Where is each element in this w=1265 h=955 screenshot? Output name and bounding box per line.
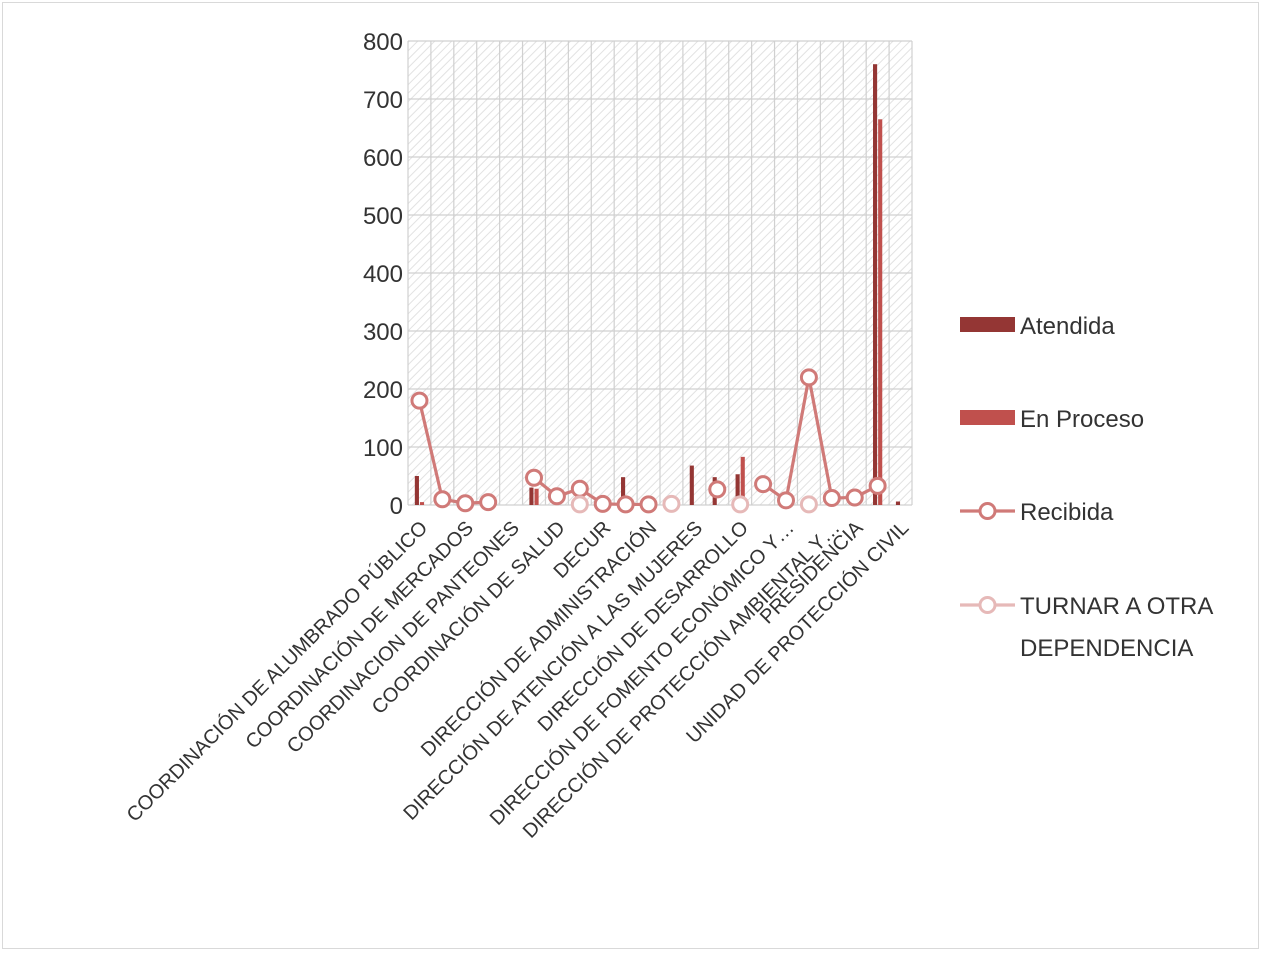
marker-recibida [777, 491, 795, 510]
legend-swatch-atendida [960, 317, 1015, 332]
marker-recibida [754, 475, 773, 494]
bar-atendida [689, 465, 694, 505]
legend-label: En Proceso [1020, 406, 1144, 433]
y-tick-label: 600 [363, 145, 403, 172]
y-tick-label: 300 [363, 319, 403, 346]
bar-en-proceso [878, 119, 883, 506]
bar-en-proceso [740, 456, 745, 505]
y-tick-label: 400 [363, 261, 403, 288]
legend-swatch-en-proceso [960, 410, 1015, 425]
marker-recibida [639, 495, 658, 514]
legend-marker-swatch [978, 596, 997, 614]
line-series [410, 368, 887, 514]
legend-label: TURNAR A OTRA [1020, 593, 1213, 620]
marker-recibida [616, 495, 635, 514]
gridlines [407, 40, 913, 506]
bar-atendida [621, 477, 626, 505]
marker-recibida [410, 391, 429, 410]
bar-atendida [895, 501, 901, 505]
x-axis-category-labels: COORDINACIÓN DE ALUMBRADO PÚBLICOCOORDIN… [122, 516, 913, 842]
marker-recibida [433, 490, 452, 509]
marker-recibida [456, 494, 475, 513]
bar-atendida [414, 476, 419, 505]
marker-recibida [570, 479, 589, 498]
legend-label: Recibida [1020, 499, 1114, 526]
y-axis-tick-labels: 0 100 200 300 400 500 600 700 800 [363, 29, 403, 520]
marker-recibida [593, 494, 612, 513]
y-tick-label: 0 [390, 493, 403, 520]
legend-marker-swatch [978, 502, 997, 520]
legend: Atendida En Proceso Recibida TURNAR A OTRA D… [960, 313, 1213, 662]
marker-recibida [479, 493, 498, 512]
marker-recibida [868, 476, 887, 495]
marker-turnar-a-otra-dependencia [662, 494, 681, 513]
bar-atendida [735, 474, 740, 505]
y-tick-label: 800 [363, 29, 403, 56]
y-tick-label: 500 [363, 203, 403, 230]
bar-en-proceso [534, 488, 539, 505]
marker-recibida [708, 480, 727, 499]
y-tick-label: 100 [363, 435, 403, 462]
marker-recibida [547, 487, 566, 506]
marker-turnar-a-otra-dependencia [731, 495, 750, 514]
bar-atendida [873, 64, 878, 505]
x-category-label: COORDINACIÓN DE ALUMBRADO PÚBLICO [122, 516, 432, 826]
marker-recibida [845, 488, 864, 507]
legend-label-line2: DEPENDENCIA [1020, 635, 1193, 662]
marker-turnar-a-otra-dependencia [799, 495, 818, 514]
marker-turnar-a-otra-dependencia [570, 495, 589, 514]
marker-recibida [525, 468, 543, 487]
marker-recibida [799, 368, 818, 387]
marker-recibida [822, 489, 841, 508]
y-tick-label: 200 [363, 377, 403, 404]
line-recibida [417, 400, 489, 505]
y-tick-label: 700 [363, 87, 403, 114]
legend-label: Atendida [1020, 313, 1115, 340]
bar-atendida [529, 487, 534, 505]
bar-en-proceso [419, 502, 425, 505]
